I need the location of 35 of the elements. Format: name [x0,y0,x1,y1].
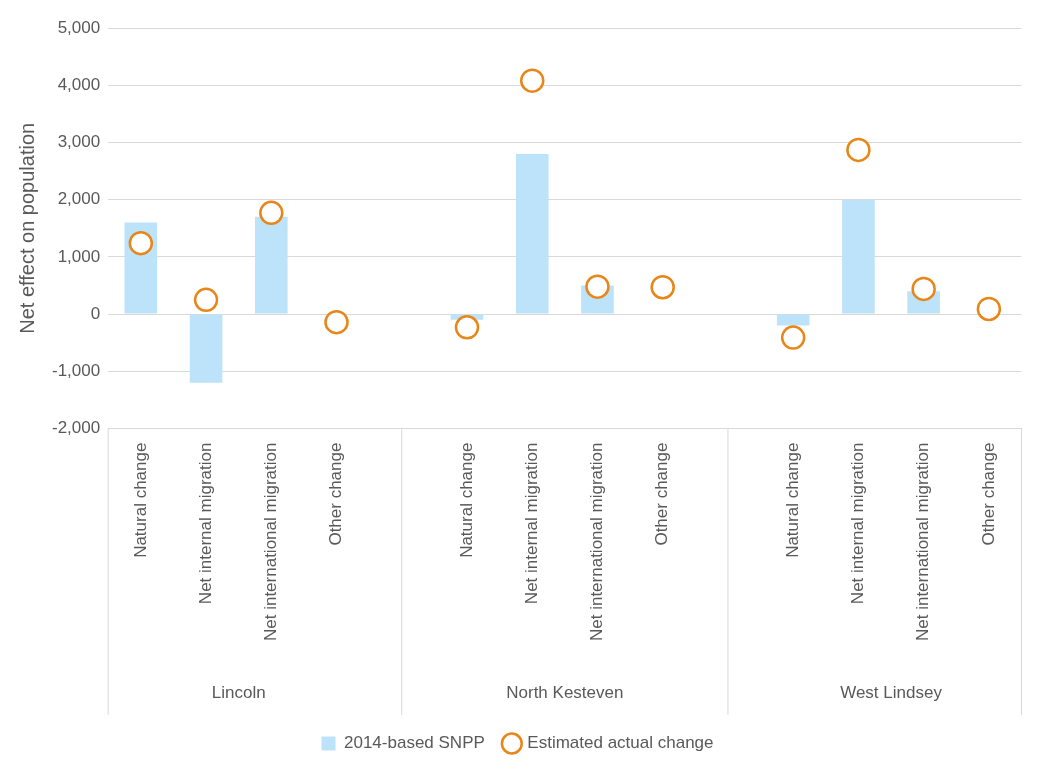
legend-label: Estimated actual change [527,733,714,753]
x-tick-label: Other change [652,442,672,546]
x-tick-label: Other change [326,442,346,546]
x-tick-label: Net internal migration [521,442,541,605]
text: West Lindsey [840,682,943,702]
x-tick-label: Net international migration [913,442,933,642]
bar [842,199,875,314]
text: North Kesteven [506,682,624,702]
y-tick-label: 4,000 [57,74,101,94]
point [911,276,936,302]
y-tick-label: 5,000 [57,17,101,37]
x-tick-label: Other change [978,442,998,546]
point [585,274,610,299]
y-tick-label: -1,000 [52,361,101,381]
y-tick-label: 3,000 [57,132,101,152]
y-tick-label: 0 [90,303,101,323]
y-tick-label: 1,000 [57,246,101,266]
y-tick-label: -2,000 [52,418,101,438]
x-tick-label: Natural change [456,442,476,558]
x-tick-label: Net internal migration [848,442,868,605]
bar [254,216,288,314]
text: Lincoln [211,682,266,702]
y-tick-label: 2,000 [57,189,101,209]
bar [515,153,549,314]
x-tick-label: Net internal migration [195,442,215,605]
x-tick-label: Net international migration [260,442,280,642]
x-tick-label: Natural change [782,442,802,558]
point [128,230,154,256]
legend-label: 2014-based SNPP [344,733,485,753]
y-axis-title: Net effect on population [15,122,38,334]
x-tick-label: Natural change [130,442,150,558]
bar [776,314,810,326]
point [259,200,284,226]
x-tick-label: Net international migration [587,442,607,642]
bar [189,314,223,383]
